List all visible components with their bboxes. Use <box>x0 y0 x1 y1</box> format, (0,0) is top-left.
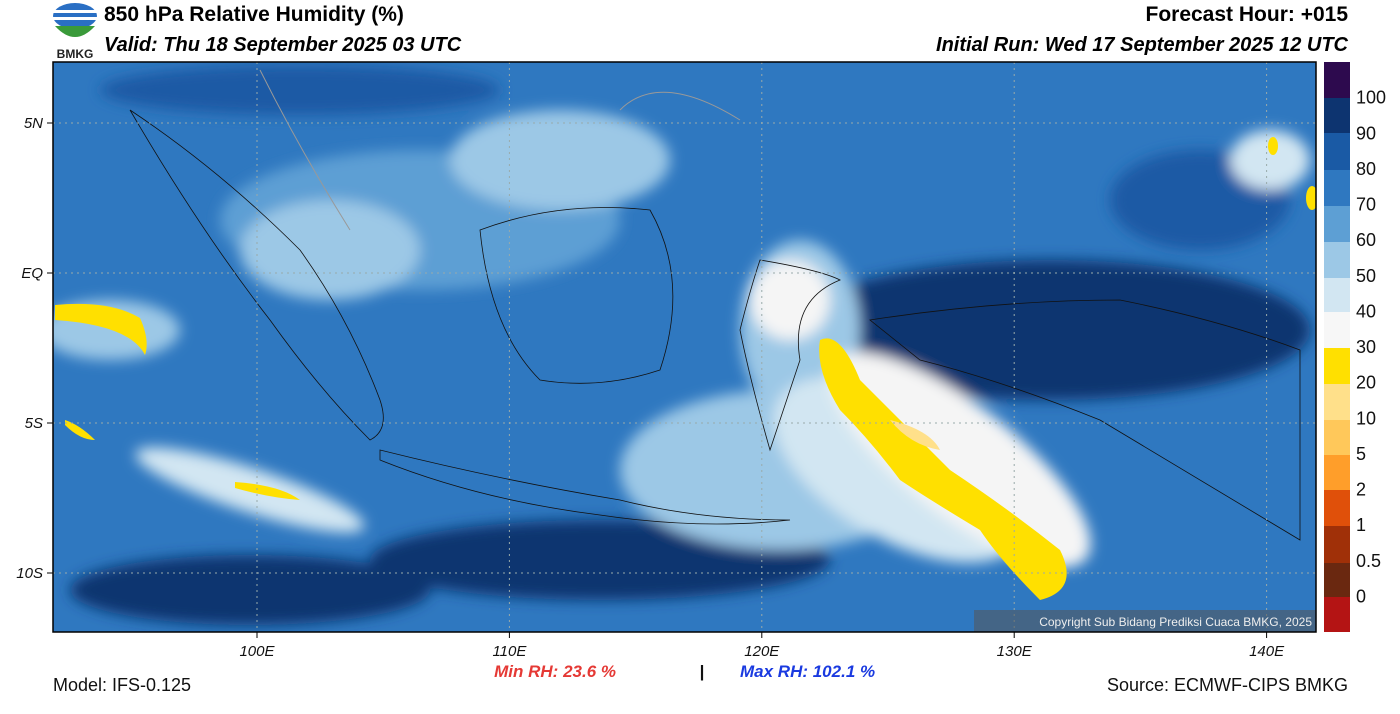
lat-label: 5S <box>25 415 43 432</box>
colorbar-label: 30 <box>1356 337 1376 357</box>
lon-label: 100E <box>239 643 275 660</box>
lon-label: 140E <box>1249 643 1285 660</box>
copyright: Copyright Sub Bidang Prediksi Cuaca BMKG… <box>1039 615 1312 629</box>
lon-label: 130E <box>997 643 1033 660</box>
colorbar-label: 90 <box>1356 123 1376 143</box>
forecast-hour: Forecast Hour: +015 <box>1146 3 1349 26</box>
lat-label: 10S <box>16 565 43 582</box>
colorbar-label: 10 <box>1356 408 1376 428</box>
colorbar-label: 60 <box>1356 230 1376 250</box>
lon-label: 120E <box>744 643 780 660</box>
colorbar: 100 90 80 70 60 50 40 30 20 10 5 2 1 0.5 0 <box>1324 62 1386 632</box>
map-frame <box>52 61 1317 633</box>
title: 850 hPa Relative Humidity (%) <box>104 3 404 26</box>
colorbar-label: 2 <box>1356 480 1366 500</box>
separator: | <box>700 662 705 681</box>
source: Source: ECMWF-CIPS BMKG <box>1107 675 1348 695</box>
colorbar-label: 40 <box>1356 301 1376 321</box>
colorbar-label: 1 <box>1356 515 1366 535</box>
max-rh: Max RH: 102.1 % <box>740 662 875 681</box>
min-rh: Min RH: 23.6 % <box>494 662 616 681</box>
model: Model: IFS-0.125 <box>53 675 191 695</box>
lon-label: 110E <box>492 643 527 660</box>
lat-label: EQ <box>21 265 43 282</box>
logo-text: BMKG <box>57 47 94 61</box>
colorbar-label: 5 <box>1356 444 1366 464</box>
logo: BMKG <box>53 3 97 61</box>
humidity-field: Copyright Sub Bidang Prediksi Cuaca BMKG… <box>53 62 1316 632</box>
initial-run: Initial Run: Wed 17 September 2025 12 UT… <box>936 34 1349 56</box>
colorbar-label: 100 <box>1356 88 1386 108</box>
colorbar-label: 0 <box>1356 586 1366 606</box>
valid-time: Valid: Thu 18 September 2025 03 UTC <box>104 34 462 56</box>
colorbar-label: 70 <box>1356 195 1376 215</box>
lat-label: 5N <box>24 115 43 132</box>
colorbar-label: 50 <box>1356 266 1376 286</box>
colorbar-label: 80 <box>1356 159 1376 179</box>
colorbar-label: 0.5 <box>1356 551 1381 571</box>
colorbar-label: 20 <box>1356 373 1376 393</box>
